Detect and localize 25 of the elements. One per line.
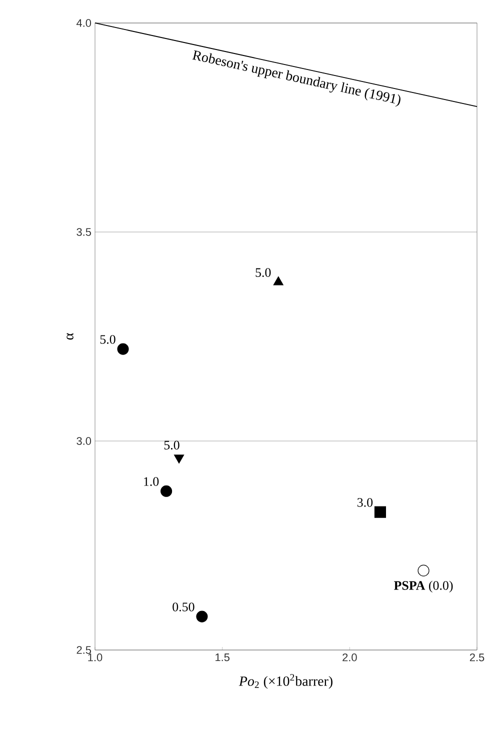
annotation: 1.0 — [144, 477, 159, 486]
point — [196, 610, 208, 622]
point — [374, 506, 386, 518]
annotation: 5.0 — [100, 335, 116, 344]
point — [117, 343, 129, 355]
point — [273, 276, 284, 286]
y-tick-label: 4.0 — [76, 19, 92, 27]
x-tick-label: 1.0 — [88, 654, 102, 662]
annotation: 3.0 — [357, 498, 373, 507]
point — [418, 564, 430, 576]
x-tick-label: 2.0 — [342, 654, 357, 662]
annotation: PSPA (0.0) — [394, 580, 453, 592]
point — [174, 454, 184, 464]
y-tick-label: 3.0 — [76, 437, 92, 445]
x-axis-title: Po$_{2}$ (×10$^{2}$barrer) — [238, 674, 332, 689]
point — [160, 485, 172, 497]
y-tick-label: 2.5 — [76, 646, 92, 654]
x-tick-label: 1.5 — [216, 654, 230, 662]
x-tick-label: 2.5 — [470, 654, 484, 662]
annotation: 5.0 — [256, 268, 271, 277]
y-axis-title: α — [66, 333, 74, 340]
y-tick-label: 3.5 — [76, 228, 92, 236]
annotation: 5.0 — [164, 440, 180, 450]
annotation: 0.50 — [172, 602, 194, 612]
annotation: Robeson's upper boundary line (1991) — [192, 50, 400, 107]
